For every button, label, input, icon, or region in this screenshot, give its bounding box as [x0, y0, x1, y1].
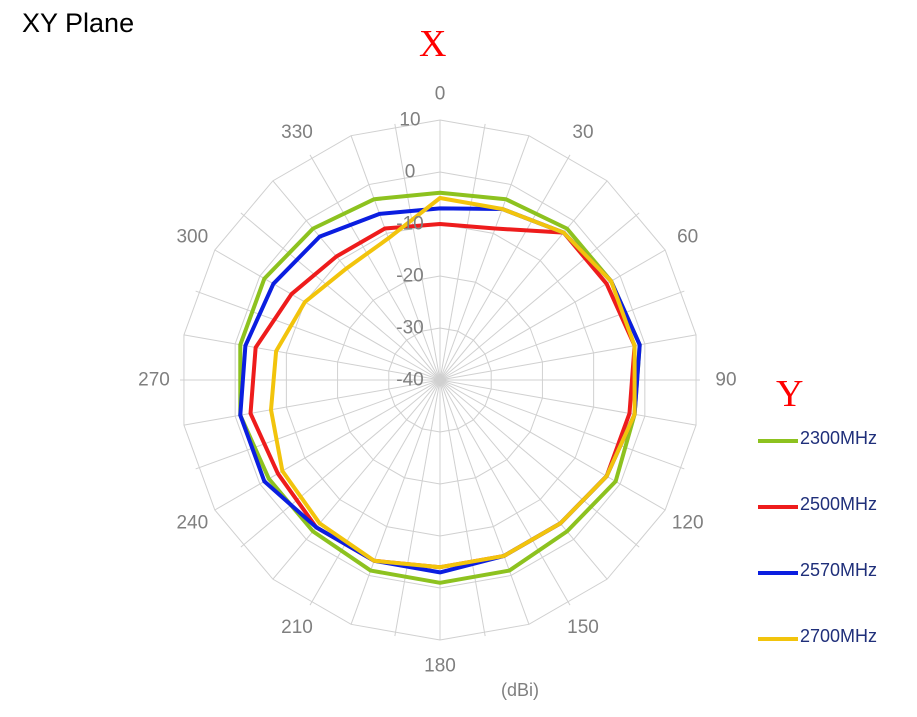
grid-spoke	[439, 379, 530, 625]
angle-tick-label: 300	[176, 227, 208, 248]
radial-tick-label: -20	[396, 266, 423, 287]
grid-spoke	[439, 379, 608, 580]
grid-spoke	[183, 379, 441, 426]
grid-spoke	[350, 135, 441, 381]
angle-tick-label: 90	[715, 370, 736, 391]
grid-spoke	[272, 180, 441, 381]
grid-spoke	[439, 154, 571, 381]
radial-tick-label: -30	[396, 318, 423, 339]
radial-tick-label: -40	[396, 370, 423, 391]
grid-spoke	[272, 379, 441, 580]
radial-tick-label: 10	[399, 110, 420, 131]
grid-spoke	[309, 379, 441, 606]
legend-item: 2500MHz	[758, 494, 908, 560]
radial-units-label: (dBi)	[501, 680, 540, 700]
grid-spoke	[240, 212, 441, 381]
label-layer: 0 30 60 90 120 150 180 210 240 270 300 330 -40 -30 -20…	[138, 84, 736, 677]
legend-item: 2700MHz	[758, 626, 908, 692]
grid-spoke	[439, 379, 486, 637]
grid-spoke	[439, 379, 640, 548]
grid-spoke	[240, 379, 441, 548]
angle-tick-label: 150	[567, 617, 599, 638]
grid-spoke	[439, 249, 666, 381]
grid-spoke	[439, 135, 530, 381]
grid-spoke	[439, 379, 697, 426]
y-axis-letter: Y	[776, 373, 804, 415]
legend-label: 2570MHz	[800, 560, 878, 580]
grid-spoke	[214, 249, 441, 381]
grid-spoke	[439, 180, 608, 381]
page-title: XY Plane	[22, 8, 135, 38]
angle-tick-label: 270	[138, 370, 170, 391]
grid-spoke	[439, 379, 685, 470]
angle-tick-label: 30	[572, 122, 593, 143]
series-layer	[238, 190, 642, 585]
angle-tick-label: 0	[435, 84, 446, 105]
legend-label: 2300MHz	[800, 428, 878, 448]
radial-tick-label: 0	[405, 162, 416, 183]
legend-label: 2700MHz	[800, 626, 878, 646]
grid-spoke	[309, 154, 441, 381]
grid-spoke	[439, 123, 486, 381]
legend-swatch	[758, 637, 798, 641]
x-axis-letter: X	[419, 23, 447, 65]
grid-spoke	[394, 123, 441, 381]
grid-layer	[180, 119, 700, 641]
angle-tick-label: 60	[677, 227, 698, 248]
legend-swatch	[758, 439, 798, 443]
series-line-2700mhz	[269, 196, 637, 570]
grid-spoke	[350, 379, 441, 625]
grid-spoke	[439, 334, 697, 381]
angle-tick-label: 330	[281, 122, 313, 143]
grid-spoke	[394, 379, 441, 637]
radial-tick-label: -10	[396, 214, 423, 235]
grid-spoke	[439, 379, 571, 606]
legend: 2300MHz 2500MHz 2570MHz 2700MHz	[758, 428, 908, 692]
grid-spoke	[214, 379, 441, 511]
grid-spoke	[439, 290, 685, 381]
legend-item: 2300MHz	[758, 428, 908, 494]
angle-tick-label: 180	[424, 656, 456, 677]
angle-tick-label: 120	[672, 513, 704, 534]
grid-spoke	[195, 290, 441, 381]
legend-swatch	[758, 571, 798, 575]
grid-spoke	[439, 379, 666, 511]
angle-tick-label: 210	[281, 617, 313, 638]
legend-item: 2570MHz	[758, 560, 908, 626]
grid-spoke	[183, 334, 441, 381]
grid-spoke	[195, 379, 441, 470]
angle-tick-label: 240	[176, 513, 208, 534]
legend-swatch	[758, 505, 798, 509]
legend-label: 2500MHz	[800, 494, 878, 514]
grid-spoke	[439, 212, 640, 381]
